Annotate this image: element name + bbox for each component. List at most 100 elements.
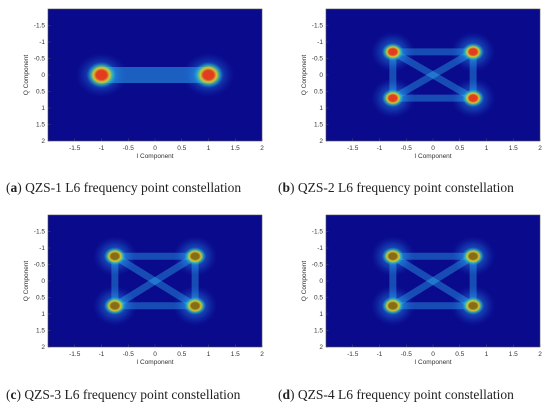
x-tick-label: -1.5 [347,351,359,358]
x-tick-label: -1.5 [69,351,81,358]
x-tick-label: 1.5 [231,145,240,152]
y-tick-label: -0.5 [34,56,46,63]
x-tick-label: 1 [207,145,211,152]
constellation-point [193,62,224,88]
x-tick-label: -0.5 [123,351,135,358]
caption-text: QZS-3 L6 frequency point constellation [24,387,241,402]
y-tick-label: 1.5 [314,328,323,335]
y-tick-label: 1 [41,105,45,112]
caption-d: (d) QZS-4 L6 frequency point constellati… [278,387,514,402]
x-tick-label: 1.5 [509,351,518,358]
x-tick-label: 1 [485,145,489,152]
y-tick-label: 1 [319,311,323,318]
x-tick-label: -1 [99,145,105,152]
y-tick-label: -0.5 [34,262,46,269]
y-tick-label: -1 [317,245,323,252]
y-axis-label: Q Component [301,55,308,96]
y-tick-label: 2 [319,344,323,351]
x-tick-label: -0.5 [123,145,135,152]
caption-letter: a [10,180,18,195]
x-tick-label: -0.5 [401,351,413,358]
y-axis-label: Q Component [301,261,308,302]
y-tick-label: 1 [41,311,45,318]
x-tick-label: 0.5 [455,145,464,152]
caption-letter: d [282,387,291,402]
x-tick-label: -0.5 [401,145,413,152]
y-tick-label: -1 [39,39,45,46]
y-tick-label: 0 [41,278,45,285]
y-tick-label: -1.5 [312,229,324,236]
caption-b: (b) QZS-2 L6 frequency point constellati… [278,180,514,195]
constellation-point [462,89,485,108]
x-axis-label: I Component [414,153,451,160]
y-tick-label: -0.5 [312,262,324,269]
constellation-point [381,247,404,266]
y-tick-label: 2 [41,344,45,351]
x-tick-label: -1.5 [347,145,359,152]
x-tick-label: 1 [485,351,489,358]
x-tick-label: -1 [377,351,383,358]
constellation-point [184,296,207,315]
constellation-point [381,296,404,315]
caption-text: QZS-2 L6 frequency point constellation [297,180,514,195]
y-tick-label: 1.5 [36,122,45,129]
y-tick-label: 0 [41,72,45,79]
x-tick-label: 2 [260,145,264,152]
x-tick-label: 2 [538,351,542,358]
x-tick-label: 0 [431,351,435,358]
x-tick-label: 2 [260,351,264,358]
x-tick-label: 0.5 [177,351,186,358]
constellation-point [103,296,126,315]
constellation-point [381,89,404,108]
y-tick-label: 2 [319,138,323,145]
x-tick-label: 0 [431,145,435,152]
y-tick-label: -0.5 [312,56,324,63]
x-tick-label: 1.5 [231,351,240,358]
y-tick-label: 0.5 [36,89,45,96]
y-tick-label: 0.5 [36,295,45,302]
y-tick-label: 1.5 [36,328,45,335]
x-tick-label: 0.5 [455,351,464,358]
constellation-point [462,296,485,315]
plot-background [326,9,540,141]
plot-background [48,215,262,347]
y-axis-label: Q Component [23,55,30,96]
x-tick-label: 0.5 [177,145,186,152]
constellation-point [103,247,126,266]
x-tick-label: 1.5 [509,145,518,152]
x-tick-label: -1 [377,145,383,152]
constellation-svg: -1.5 -1 -0.5 0 0.5 1 1.5 2 -1.5 -1 -0.5 0 0.5 1 1.5 2 I … [23,214,264,366]
constellation-svg: -1.5 -1 -0.5 0 0.5 1 1.5 2 -1.5 -1 -0.5 0 0.5 1 1.5 2 I … [301,8,542,160]
y-tick-label: -1.5 [34,23,46,30]
caption-letter: b [282,180,291,195]
constellation-point [462,247,485,266]
x-axis-label: I Component [136,359,173,366]
constellation-plot-c: -1.5 -1 -0.5 0 0.5 1 1.5 2 -1.5 -1 -0.5 0 0.5 1 1.5 2 I … [0,206,272,374]
x-tick-label: 1 [207,351,211,358]
constellation-point [381,42,404,61]
constellation-svg: -1.5 -1 -0.5 0 0.5 1 1.5 2 -1.5 -1 -0.5 0 0.5 1 1.5 2 I … [23,8,264,160]
y-tick-label: 0.5 [314,295,323,302]
y-tick-label: 0 [319,72,323,79]
y-tick-label: 0 [319,278,323,285]
y-tick-label: 1.5 [314,122,323,129]
caption-c: (c) QZS-3 L6 frequency point constellati… [6,387,241,402]
x-axis-label: I Component [136,153,173,160]
caption-text: QZS-4 L6 frequency point constellation [297,387,514,402]
y-tick-label: 0.5 [314,89,323,96]
constellation-point [184,247,207,266]
x-tick-label: -1.5 [69,145,81,152]
x-tick-label: 0 [153,351,157,358]
y-tick-label: -1.5 [34,229,46,236]
y-tick-label: -1 [39,245,45,252]
y-axis-label: Q Component [23,261,30,302]
x-tick-label: -1 [99,351,105,358]
x-tick-label: 0 [153,145,157,152]
constellation-plot-d: -1.5 -1 -0.5 0 0.5 1 1.5 2 -1.5 -1 -0.5 0 0.5 1 1.5 2 I … [278,206,550,374]
y-tick-label: -1 [317,39,323,46]
constellation-plot-a: -1.5 -1 -0.5 0 0.5 1 1.5 2 -1.5 -1 -0.5 0 0.5 1 1.5 2 I … [0,0,272,168]
x-tick-label: 2 [538,145,542,152]
x-axis-label: I Component [414,359,451,366]
caption-letter: c [10,387,17,402]
constellation-point [86,62,117,88]
